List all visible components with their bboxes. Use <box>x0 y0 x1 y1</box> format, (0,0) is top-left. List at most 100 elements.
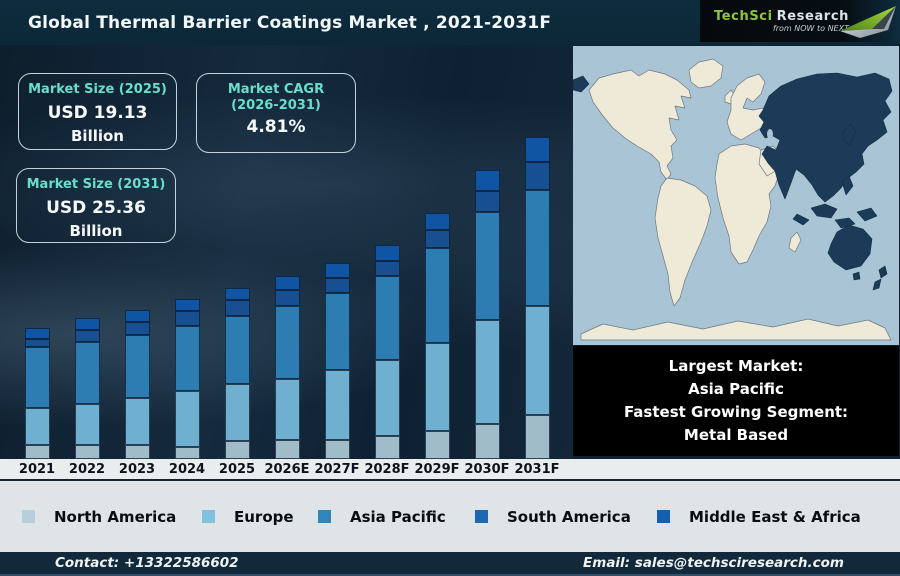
bar-segment-north-america <box>424 431 450 459</box>
bar-segment-south-america <box>24 339 50 347</box>
bar-segment-asia-pacific <box>224 316 250 384</box>
bar-segment-middle-east-africa <box>324 263 350 278</box>
legend: North America Europe Asia Pacific South Ame… <box>0 481 900 552</box>
x-axis: 2021 2022 2023 2024 2025 2026E 2027F 2028F 2029F… <box>0 459 900 479</box>
legend-item-europe: Europe <box>202 481 294 552</box>
bar-segment-north-america <box>524 415 550 459</box>
x-axis-label: 2023 <box>118 462 156 477</box>
bar-2022 <box>74 318 100 459</box>
bar-segment-middle-east-africa <box>74 318 100 330</box>
bar-segment-north-america <box>224 441 250 459</box>
bar-segment-middle-east-africa <box>474 170 500 191</box>
logo-arrow-icon <box>840 6 896 38</box>
bar-segment-europe <box>524 306 550 415</box>
bar-segment-south-america <box>324 278 350 293</box>
map-asia-pacific-highlight <box>572 72 893 291</box>
bar-segment-south-america <box>274 290 300 306</box>
chart-panel: Market Size (2025) USD 19.13 Billion Mar… <box>0 45 573 459</box>
bar-2029F <box>424 213 450 459</box>
legend-label: Europe <box>234 507 294 526</box>
bar-segment-asia-pacific <box>174 326 200 391</box>
bar-segment-middle-east-africa <box>124 310 150 322</box>
bar-2023 <box>124 310 150 459</box>
stat-label-line2: (2026-2031) <box>231 98 321 113</box>
stat-box-market-size-2031: Market Size (2031) USD 25.36 Billion <box>16 168 176 243</box>
bar-segment-europe <box>74 404 100 445</box>
bar-segment-middle-east-africa <box>424 213 450 230</box>
bar-segment-middle-east-africa <box>24 328 50 339</box>
legend-item-south-america: South America <box>475 481 631 552</box>
callout-line: Fastest Growing Segment: <box>623 403 849 421</box>
bar-segment-middle-east-africa <box>524 137 550 162</box>
bar-segment-asia-pacific <box>424 248 450 343</box>
stat-box-market-cagr: Market CAGR (2026-2031) 4.81% <box>196 73 356 153</box>
x-axis-label: 2028F <box>364 462 410 477</box>
bar-segment-europe <box>424 343 450 431</box>
x-axis-label: 2025 <box>218 462 256 477</box>
bar-segment-asia-pacific <box>324 293 350 370</box>
bar-segment-south-america <box>424 230 450 248</box>
legend-swatch <box>318 510 331 523</box>
stat-unit: Billion <box>69 222 123 240</box>
bar-segment-north-america <box>174 447 200 459</box>
logo-text: TechSci Research from NOW to NEXT <box>714 10 849 33</box>
page-title: Global Thermal Barrier Coatings Market ,… <box>28 12 552 33</box>
bar-segment-asia-pacific <box>124 335 150 398</box>
bar-segment-north-america <box>324 440 350 459</box>
bar-segment-europe <box>324 370 350 440</box>
bar-2027F <box>324 263 350 459</box>
footer-bar: Contact: +13322586602 Email: sales@techs… <box>0 552 900 576</box>
bar-segment-south-america <box>224 300 250 316</box>
stat-label: Market Size (2031) <box>26 177 166 192</box>
header-bar: Global Thermal Barrier Coatings Market ,… <box>0 0 900 45</box>
footer-email: Email: sales@techsciresearch.com <box>583 555 844 571</box>
stat-unit: Billion <box>71 127 124 145</box>
logo-part2: Research <box>776 8 849 24</box>
bar-segment-europe <box>124 398 150 445</box>
bar-segment-north-america <box>74 445 100 459</box>
techsci-logo: TechSci Research from NOW to NEXT <box>700 0 900 42</box>
x-axis-label: 2031F <box>514 462 560 477</box>
callout-box: Largest Market: Asia Pacific Fastest Gro… <box>573 346 899 456</box>
bar-2031F <box>524 137 550 459</box>
bar-segment-europe <box>374 360 400 436</box>
bar-segment-south-america <box>124 322 150 335</box>
legend-swatch <box>202 510 215 523</box>
bar-segment-south-america <box>474 191 500 212</box>
bar-segment-asia-pacific <box>74 342 100 404</box>
x-axis-label: 2021 <box>18 462 56 477</box>
bar-2028F <box>374 245 400 459</box>
callout-line: Metal Based <box>683 426 789 444</box>
divider-rule <box>0 479 900 481</box>
bar-segment-europe <box>274 379 300 440</box>
bar-segment-north-america <box>274 440 300 459</box>
x-axis-label: 2029F <box>414 462 460 477</box>
stat-value: 4.81% <box>246 117 306 137</box>
legend-swatch <box>22 510 35 523</box>
stat-label: Market Size (2025) <box>28 82 167 97</box>
bar-segment-north-america <box>124 445 150 459</box>
logo-tagline: from NOW to NEXT <box>772 23 849 33</box>
stat-box-market-size-2025: Market Size (2025) USD 19.13 Billion <box>18 73 177 150</box>
legend-label: North America <box>54 507 177 526</box>
bar-segment-middle-east-africa <box>174 299 200 311</box>
bar-segment-south-america <box>374 261 400 276</box>
legend-label: Middle East & Africa <box>689 507 861 526</box>
x-axis-label: 2027F <box>314 462 360 477</box>
bar-2021 <box>24 328 50 459</box>
map-caspian-sea <box>767 129 773 139</box>
world-map <box>572 46 899 345</box>
stat-value: USD 19.13 <box>47 103 148 123</box>
bar-segment-asia-pacific <box>24 347 50 408</box>
bar-segment-middle-east-africa <box>274 276 300 290</box>
x-axis-label: 2030F <box>464 462 510 477</box>
bar-segment-europe <box>174 391 200 447</box>
bar-segment-europe <box>224 384 250 441</box>
legend-item-middle-east-africa: Middle East & Africa <box>657 481 861 552</box>
bar-segment-asia-pacific <box>524 190 550 306</box>
legend-swatch <box>657 510 670 523</box>
x-axis-label: 2022 <box>68 462 106 477</box>
bar-segment-middle-east-africa <box>374 245 400 261</box>
footer-contact: Contact: +13322586602 <box>55 555 239 571</box>
